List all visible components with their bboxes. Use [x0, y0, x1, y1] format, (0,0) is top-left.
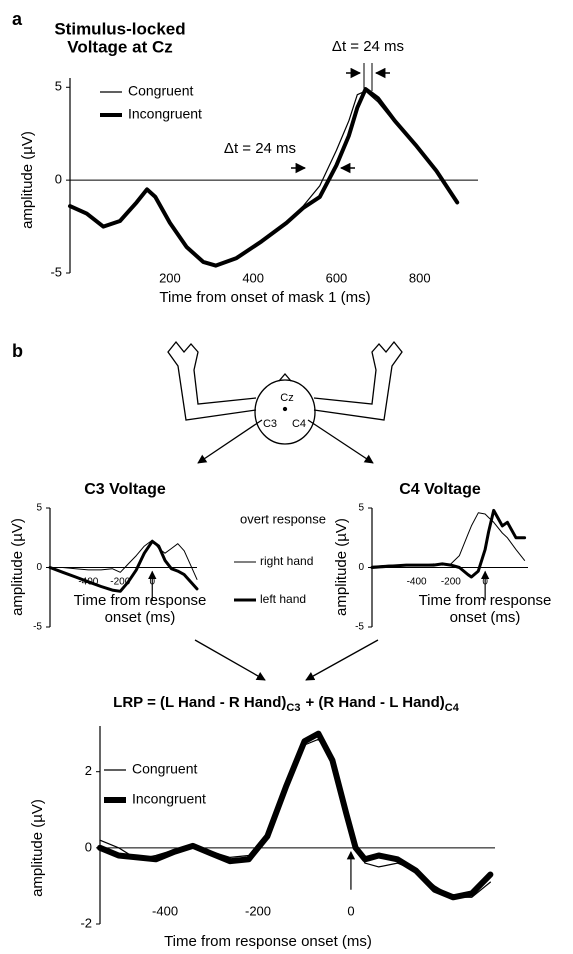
electrode-label: Cz	[280, 392, 293, 404]
figure: a b Cz C3 C4 LRP = (L Hand - R Hand)C3+ …	[0, 0, 573, 954]
x-axis-label: Time from response onset (ms)	[164, 933, 372, 950]
series-line	[50, 540, 197, 579]
y-tick-label: 0	[85, 839, 92, 854]
y-tick-label: 0	[358, 562, 364, 573]
chart-title: Stimulus-locked	[54, 19, 185, 38]
y-tick-label: 2	[85, 763, 92, 778]
x-tick-label: 400	[242, 270, 264, 285]
x-axis-label: onset (ms)	[450, 609, 521, 626]
arrow	[198, 420, 262, 463]
y-tick-label: -5	[355, 622, 364, 633]
y-axis-label: amplitude (µV)	[19, 131, 36, 229]
chart-title: C4 Voltage	[399, 481, 481, 498]
y-tick-label: 5	[358, 503, 364, 514]
x-axis-label: Time from onset of mask 1 (ms)	[159, 289, 370, 306]
x-tick-label: -200	[245, 903, 271, 918]
formula-part: LRP = (L Hand - R Hand)	[113, 694, 286, 711]
series-line	[372, 513, 525, 567]
annotation: Δt = 24 ms	[332, 38, 404, 55]
left-arm	[168, 342, 256, 420]
legend-title: overt response	[240, 511, 326, 526]
y-tick-label: 5	[55, 79, 62, 94]
formula-subscript: C4	[445, 702, 460, 714]
chart: -2 0 2 -400 -200 0 Time from response onset (m…	[29, 726, 495, 950]
y-axis-label: amplitude (µV)	[9, 518, 26, 616]
electrode-label: C3	[263, 418, 277, 430]
arrow	[195, 640, 265, 680]
series-line	[100, 734, 490, 898]
x-axis-label: onset (ms)	[105, 609, 176, 626]
arrow	[306, 640, 378, 680]
y-tick-label: -5	[50, 264, 62, 279]
y-tick-label: 5	[36, 503, 42, 514]
chart-title: Voltage at Cz	[67, 37, 172, 56]
electrode-label: C4	[292, 418, 306, 430]
y-tick-label: -5	[33, 622, 42, 633]
y-tick-label: 0	[36, 562, 42, 573]
x-tick-label: -400	[407, 577, 427, 588]
x-tick-label: -400	[152, 903, 178, 918]
x-tick-label: 200	[159, 270, 181, 285]
x-tick-label: -200	[441, 577, 461, 588]
legend-label: left hand	[260, 592, 306, 606]
formula-part: + (R Hand - L Hand)	[305, 694, 444, 711]
chart-title: C3 Voltage	[84, 481, 166, 498]
panel-label: b	[12, 341, 23, 361]
head	[255, 380, 315, 444]
legend-label: Incongruent	[132, 791, 206, 807]
x-tick-label: 800	[409, 270, 431, 285]
y-axis-label: amplitude (µV)	[333, 518, 350, 616]
electrode	[284, 408, 287, 411]
y-tick-label: 0	[55, 172, 62, 187]
arrow	[308, 420, 373, 463]
y-tick-label: -2	[80, 915, 92, 930]
legend-label: Congruent	[128, 83, 193, 99]
y-axis-label: amplitude (µV)	[29, 799, 46, 897]
legend-label: Congruent	[132, 761, 197, 777]
panel-label: a	[12, 9, 23, 29]
legend-label: right hand	[260, 554, 313, 568]
x-axis-label: Time from response	[74, 592, 207, 609]
annotation: Δt = 24 ms	[224, 140, 296, 157]
legend-label: Incongruent	[128, 106, 202, 122]
right-arm	[314, 342, 402, 420]
x-tick-label: 600	[326, 270, 348, 285]
x-tick-label: 0	[347, 903, 354, 918]
formula: LRP = (L Hand - R Hand)C3 + (R Hand - L H…	[113, 694, 460, 714]
formula-subscript: C3	[286, 702, 300, 714]
